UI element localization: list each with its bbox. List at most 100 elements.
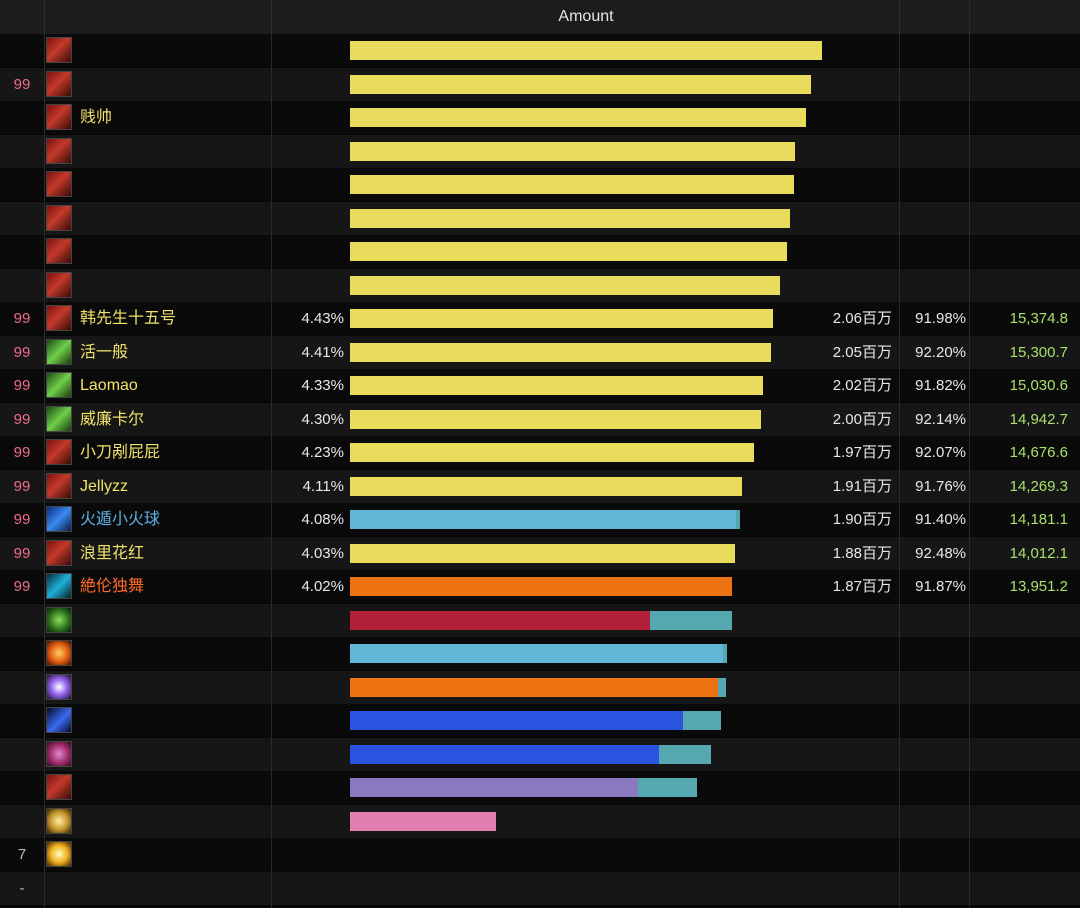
player-name[interactable]: 火遁小火球	[80, 511, 161, 528]
bar-segment	[350, 543, 735, 563]
table-row[interactable]: 99 韩先生十五号 4.43% 2.06百万 91.98% 15,374.8	[0, 302, 1080, 335]
active-cell	[900, 805, 966, 838]
table-row[interactable]: 99 威廉卡尔 4.30% 2.00百万 92.14% 14,942.7	[0, 402, 1080, 436]
table-row[interactable]	[0, 737, 1080, 771]
dps-cell	[970, 68, 1068, 101]
player-name[interactable]: 活一般	[80, 343, 129, 361]
table-row[interactable]	[0, 637, 1080, 670]
warrior-icon	[46, 774, 72, 800]
percent-cell	[272, 637, 344, 670]
bar-segment	[350, 376, 763, 395]
player-name[interactable]: 浪里花红	[80, 544, 145, 562]
amount-bar	[350, 577, 732, 596]
dps-cell: 15,374.8	[1009, 310, 1068, 327]
rank-cell	[0, 101, 44, 134]
amount-bar	[350, 74, 811, 94]
table-row[interactable]	[0, 134, 1080, 168]
bar-segment	[350, 41, 822, 60]
dps-cell	[970, 704, 1068, 737]
percent-cell: 4.43%	[301, 310, 344, 327]
table-row[interactable]: 99 小刀剐屁屁 4.23% 1.97百万 92.07% 14,676.6	[0, 436, 1080, 469]
amount-cell	[800, 838, 892, 871]
dps-cell: 15,300.7	[1009, 343, 1068, 361]
active-cell	[900, 771, 966, 804]
amount-cell	[800, 68, 892, 101]
table-row[interactable]: 99 浪里花红 4.03% 1.88百万 92.48% 14,012.1	[0, 536, 1080, 570]
amount-cell: 2.00百万	[832, 410, 892, 428]
rank-cell: -	[19, 879, 25, 897]
bar-segment	[638, 778, 697, 797]
fire-icon	[46, 640, 72, 666]
active-cell: 91.40%	[915, 511, 966, 528]
active-cell	[900, 202, 966, 235]
bar-segment	[350, 510, 736, 529]
percent-cell	[272, 671, 344, 704]
player-name[interactable]: 小刀剐屁屁	[80, 444, 161, 461]
player-name[interactable]: Jellyzz	[80, 477, 129, 495]
lightning-icon	[46, 707, 72, 733]
warrior-icon	[46, 171, 72, 197]
dps-cell: 14,942.7	[1009, 410, 1068, 428]
rank-cell	[0, 269, 44, 302]
rank-cell: 99	[13, 544, 31, 562]
table-row[interactable]	[0, 235, 1080, 268]
rank-cell	[0, 704, 44, 737]
sun-icon	[46, 841, 72, 867]
table-row[interactable]	[0, 670, 1080, 704]
table-row[interactable]: 99 Jellyzz 4.11% 1.91百万 91.76% 14,269.3	[0, 469, 1080, 503]
table-row[interactable]	[0, 34, 1080, 67]
amount-cell	[800, 604, 892, 637]
warrior-icon	[46, 271, 72, 298]
active-cell	[900, 637, 966, 670]
amount-column-header[interactable]: Amount	[558, 8, 614, 25]
player-name[interactable]: Laomao	[80, 377, 138, 394]
player-name[interactable]: 韩先生十五号	[80, 310, 177, 327]
amount-cell	[800, 637, 892, 670]
amount-bar	[350, 409, 761, 429]
table-row[interactable]: 99 Laomao 4.33% 2.02百万 91.82% 15,030.6	[0, 369, 1080, 402]
table-row[interactable]	[0, 168, 1080, 201]
dps-cell	[970, 235, 1068, 268]
table-row[interactable]: 99 活一般 4.41% 2.05百万 92.20% 15,300.7	[0, 335, 1080, 369]
rank-cell	[0, 235, 44, 268]
percent-cell	[272, 68, 344, 101]
bar-segment	[683, 711, 721, 730]
amount-cell	[800, 704, 892, 737]
table-row[interactable]	[0, 804, 1080, 838]
player-name[interactable]: 威廉卡尔	[80, 410, 145, 428]
table-row[interactable]	[0, 268, 1080, 302]
amount-bar	[350, 175, 794, 194]
warrior-icon	[46, 137, 72, 164]
table-row[interactable]: 贱帅	[0, 101, 1080, 134]
dps-cell: 14,012.1	[1009, 544, 1068, 562]
table-row[interactable]: 99	[0, 67, 1080, 101]
bar-segment	[350, 342, 771, 362]
amount-bar	[350, 510, 740, 529]
rank-cell	[0, 771, 44, 804]
rank-cell: 7	[17, 846, 27, 863]
percent-cell	[272, 168, 344, 201]
table-row[interactable]: 7	[0, 838, 1080, 871]
active-cell	[900, 168, 966, 201]
table-row[interactable]	[0, 704, 1080, 737]
amount-bar	[350, 744, 711, 764]
percent-cell: 4.33%	[301, 377, 344, 394]
table-row[interactable]: 99 絶伦独舞 4.02% 1.87百万 91.87% 13,951.2	[0, 570, 1080, 603]
active-cell	[900, 704, 966, 737]
percent-cell	[272, 872, 344, 905]
amount-bar	[350, 677, 726, 697]
rank-cell: 99	[13, 343, 31, 361]
table-row[interactable]	[0, 201, 1080, 235]
player-name[interactable]: 絶伦独舞	[80, 578, 145, 595]
poison-icon	[46, 606, 72, 633]
dps-cell	[970, 771, 1068, 804]
demon-icon	[46, 740, 72, 767]
rank-cell: 99	[13, 578, 31, 595]
dps-cell	[970, 738, 1068, 771]
player-name[interactable]: 贱帅	[80, 109, 113, 126]
table-row[interactable]: 99 火遁小火球 4.08% 1.90百万 91.40% 14,181.1	[0, 503, 1080, 536]
table-row[interactable]: -	[0, 871, 1080, 905]
percent-cell	[272, 269, 344, 302]
table-row[interactable]	[0, 771, 1080, 804]
table-row[interactable]	[0, 603, 1080, 637]
